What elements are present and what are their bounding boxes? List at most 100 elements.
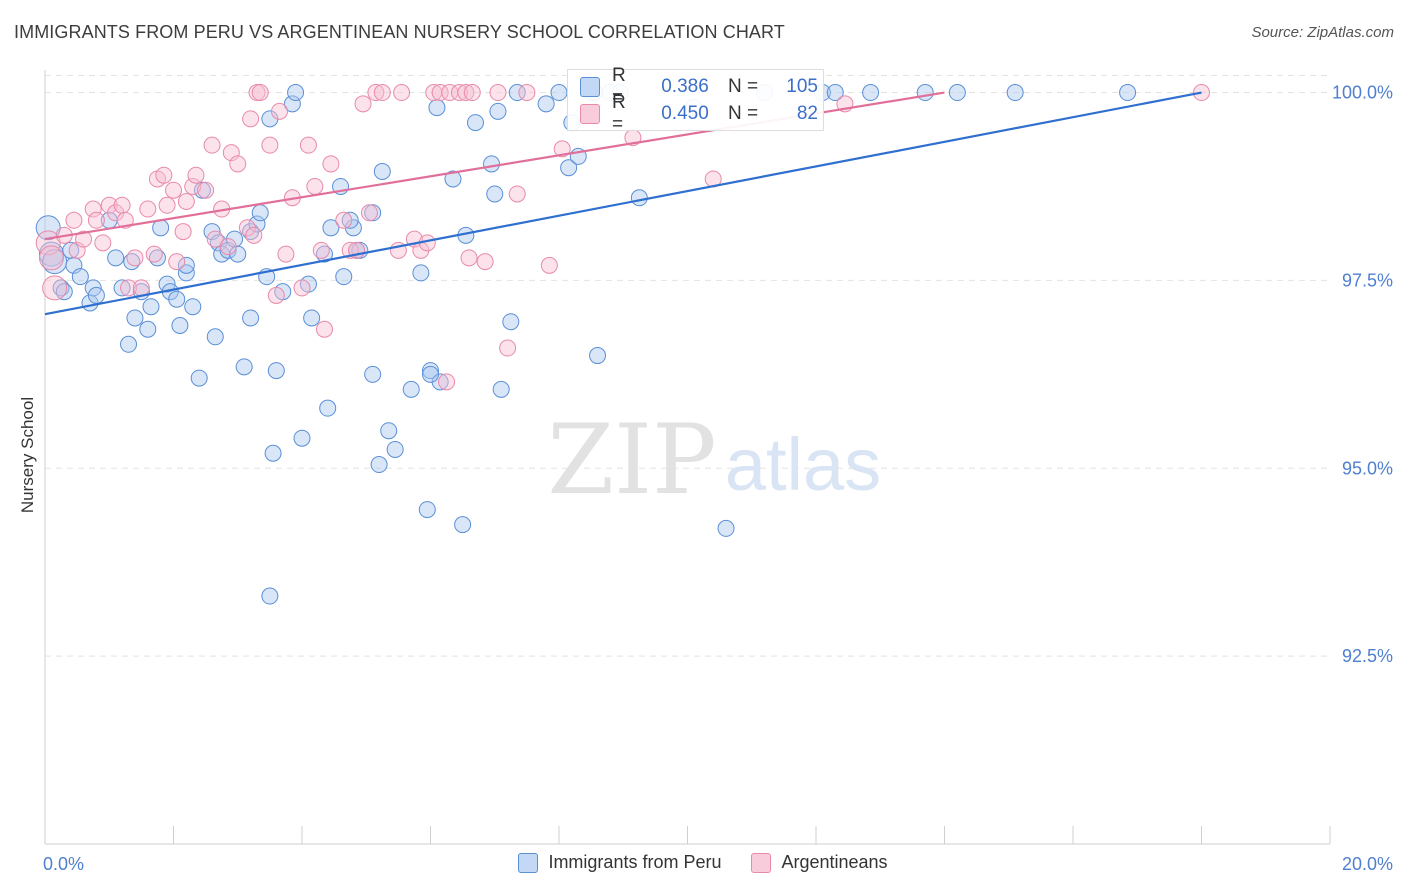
peru-point (142, 298, 160, 316)
y-tick-label: 92.5% (1342, 646, 1393, 666)
argentineans-point (251, 84, 269, 102)
watermark: ZIP atlas (547, 404, 881, 516)
peru-point (319, 399, 337, 417)
argentineans-point (84, 200, 102, 218)
peru-point (287, 84, 305, 102)
peru-point (589, 347, 607, 365)
argentineans-point (315, 320, 333, 338)
peru-point (466, 114, 484, 132)
argentineans-point (229, 155, 247, 173)
argentineans-point (242, 110, 260, 128)
peru-point (560, 159, 578, 177)
argentineans-point (184, 177, 202, 195)
argentineans-point (174, 223, 192, 241)
y-tick-label: 95.0% (1342, 458, 1393, 478)
stats-swatch-argentineans (580, 104, 600, 124)
argentineans-point (168, 253, 186, 271)
argentineans-point (203, 136, 221, 154)
chart-title: IMMIGRANTS FROM PERU VS ARGENTINEAN NURS… (14, 22, 785, 42)
peru-point (412, 264, 430, 282)
argentineans-point (360, 204, 378, 222)
peru-point (322, 219, 340, 237)
argentineans-point (132, 279, 150, 297)
argentineans-point (293, 279, 311, 297)
peru-point (402, 380, 420, 398)
argentineans-point (145, 245, 163, 263)
argentineans-point (476, 253, 494, 271)
peru-point (293, 429, 311, 447)
argentineans-point (126, 249, 144, 267)
peru-point (550, 84, 568, 102)
peru-point (55, 283, 73, 301)
peru-point (283, 95, 301, 113)
peru-point (537, 95, 555, 113)
peru-point (177, 256, 195, 274)
argentineans-point (299, 136, 317, 154)
peru-point (107, 249, 125, 267)
peru-point (373, 162, 391, 180)
peru-point (717, 519, 735, 537)
stats-r-value: 0.450 (661, 103, 709, 124)
argentineans-point (277, 245, 295, 263)
y-tick-label: 97.5% (1342, 270, 1393, 290)
peru-point (630, 189, 648, 207)
watermark-atlas: atlas (725, 423, 881, 506)
peru-point (826, 84, 844, 102)
peru-point (113, 279, 131, 297)
peru-point (335, 268, 353, 286)
argentineans-point (65, 211, 83, 229)
stats-legend: R = 0.386 N = 105 R = 0.450 N = 82 (567, 65, 824, 135)
stats-row-argentineans: R = 0.450 N = 82 (580, 92, 818, 135)
stats-n-label: N = (728, 103, 759, 124)
peru-point (190, 369, 208, 387)
peru-point (386, 440, 404, 458)
peru-point (1119, 84, 1137, 102)
argentineans-point (457, 84, 475, 102)
argentineans-point (94, 234, 112, 252)
argentineans-point (155, 166, 173, 184)
argentineans-point (508, 185, 526, 203)
peru-point (251, 204, 269, 222)
peru-point (341, 211, 359, 229)
argentineans-point (113, 196, 131, 214)
peru-point (862, 84, 880, 102)
argentineans-point (120, 279, 138, 297)
peru-point (126, 309, 144, 327)
x-tick-label-max: 20.0% (1342, 854, 1393, 874)
tick-labels: 92.5% 95.0% 97.5% 100.0% 0.0% 20.0% (43, 83, 1393, 874)
argentineans-point (165, 181, 182, 199)
stats-row-peru: R = 0.386 N = 105 (580, 65, 818, 108)
argentineans-point (460, 249, 478, 267)
argentineans-point (393, 84, 411, 102)
argentineans-point (197, 181, 215, 199)
legend-label-argentineans: Argentineans (781, 852, 888, 872)
argentineans-point (158, 196, 176, 214)
argentineans-point (245, 226, 263, 244)
argentineans-point (267, 286, 285, 304)
peru-point (248, 215, 266, 233)
watermark-zip: ZIP (547, 404, 716, 516)
stats-n-value: 105 (786, 76, 818, 97)
peru-point (454, 516, 472, 534)
argentineans-point (540, 256, 558, 274)
peru-point (120, 335, 138, 353)
argentineans-point (367, 84, 385, 102)
argentineans-point (271, 102, 289, 120)
source-label: Source: ZipAtlas.com (1251, 24, 1394, 41)
legend-item-peru[interactable]: Immigrants from Peru (518, 852, 721, 873)
argentineans-point (354, 95, 372, 113)
argentineans-point (518, 84, 536, 102)
argentineans-point (177, 193, 195, 211)
chart-legend: Immigrants from Peru Argentineans (0, 852, 1406, 873)
argentineans-point (373, 84, 391, 102)
stats-r-label: R = (612, 92, 626, 135)
argentineans-point (322, 155, 340, 173)
peru-point (139, 320, 157, 338)
argentineans-point (553, 140, 571, 158)
argentineans-point (139, 200, 157, 218)
legend-item-argentineans[interactable]: Argentineans (751, 852, 888, 873)
argentineans-point (42, 275, 68, 301)
argentineans-point (431, 84, 449, 102)
peru-point (35, 215, 61, 241)
